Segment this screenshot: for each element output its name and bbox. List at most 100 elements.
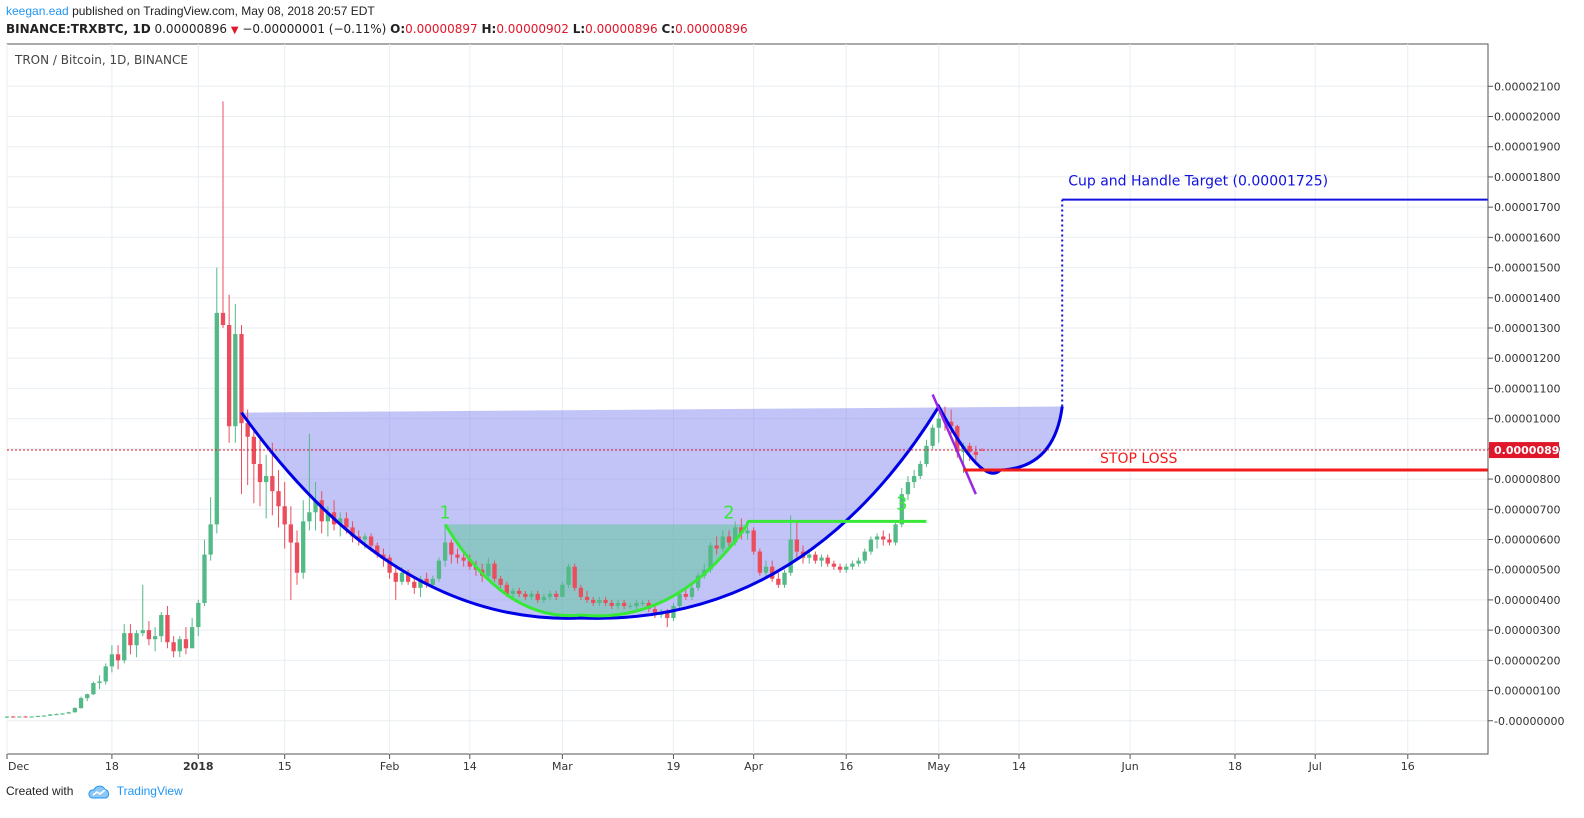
- candle-body: [745, 530, 750, 534]
- down-triangle-icon: ▼: [230, 25, 239, 36]
- high-value: 0.00000902: [496, 22, 569, 36]
- candle-body: [387, 557, 392, 573]
- candle-body: [677, 593, 682, 606]
- pattern-overlays: 1 2 3 STOP LOSS Cup and Handle Target (0.000…: [7, 174, 1488, 620]
- candle-body: [850, 563, 855, 567]
- candle-body: [930, 427, 935, 446]
- candle-body: [936, 418, 941, 428]
- candle-body: [350, 527, 355, 537]
- candle-body: [807, 554, 812, 558]
- y-tick-label: 0.00000300: [1494, 624, 1560, 637]
- candle-body: [220, 312, 226, 325]
- candle-body: [837, 566, 843, 570]
- candle-body: [196, 602, 201, 628]
- target-label: Cup and Handle Target (0.00001725): [1068, 174, 1328, 190]
- candle-body: [54, 714, 59, 716]
- x-tick-label: Apr: [744, 760, 764, 773]
- x-tick-label: Jul: [1308, 760, 1322, 773]
- candle-body: [319, 500, 324, 522]
- candle-body: [757, 551, 763, 573]
- current-price-label: 0.00000896: [1494, 444, 1567, 457]
- y-tick-label: 0.00000500: [1494, 564, 1560, 577]
- candle-body: [652, 608, 658, 616]
- candle-body: [825, 557, 830, 564]
- footer: Created with TradingView: [6, 784, 183, 799]
- y-tick-label: 0.00001700: [1494, 201, 1560, 214]
- tradingview-cloud-icon: [88, 785, 109, 799]
- candle-body: [368, 536, 374, 546]
- high-label: H:: [481, 22, 497, 36]
- candle-body: [498, 578, 503, 585]
- candle-body: [399, 572, 405, 582]
- candle-body: [381, 554, 386, 558]
- candle-body: [48, 714, 53, 716]
- candle-body: [362, 536, 368, 540]
- candle-body: [325, 512, 331, 522]
- candle-body: [874, 536, 880, 540]
- y-tick-label: 0.00001300: [1494, 322, 1560, 335]
- y-tick-label: 0.00000600: [1494, 533, 1560, 546]
- candle-body: [609, 602, 614, 606]
- candle-body: [140, 630, 145, 634]
- candle-body: [294, 542, 300, 573]
- candle-body: [152, 636, 158, 640]
- chart-title: TRON / Bitcoin, 1D, BINANCE: [14, 53, 188, 67]
- y-tick-label: 0.00000400: [1494, 594, 1560, 607]
- candle-body: [11, 716, 16, 718]
- candle-body: [640, 602, 645, 604]
- candle-body: [23, 716, 28, 718]
- candle-body: [523, 593, 528, 597]
- x-tick-label: Mar: [552, 760, 573, 773]
- candle-body: [856, 560, 861, 564]
- y-tick-label: 0.00000800: [1494, 473, 1560, 486]
- author-link[interactable]: keegan.ead: [6, 4, 69, 18]
- candle-body: [418, 578, 423, 588]
- candle-body: [177, 639, 182, 652]
- candle-body: [881, 536, 886, 540]
- y-tick-label: 0.00000100: [1494, 685, 1560, 698]
- candle-body: [868, 539, 874, 552]
- candle-body: [276, 491, 281, 507]
- candle-body: [264, 476, 269, 483]
- candle-body: [103, 666, 108, 682]
- publish-header: keegan.ead published on TradingView.com,…: [6, 4, 375, 18]
- candle-body: [467, 560, 472, 567]
- candle-body: [535, 593, 540, 600]
- candle-body: [683, 593, 688, 597]
- candle-body: [893, 524, 898, 543]
- candle-body: [412, 581, 417, 588]
- candle-body: [486, 563, 491, 576]
- close-value: 0.00000896: [675, 22, 748, 36]
- candle-body: [924, 445, 929, 464]
- candle-body: [695, 575, 701, 588]
- y-tick-label: -0.00000000: [1494, 715, 1564, 728]
- candle-body: [257, 463, 263, 483]
- candle-body: [66, 712, 71, 714]
- candle-body: [899, 494, 904, 525]
- x-tick-label: 15: [278, 760, 292, 773]
- low-value: 0.00000896: [585, 22, 658, 36]
- x-tick-label: Feb: [380, 760, 399, 773]
- candle-body: [233, 334, 238, 427]
- y-tick-label: 0.00001600: [1494, 231, 1560, 244]
- y-tick-label: 0.00002100: [1494, 80, 1560, 93]
- candle-body: [732, 527, 738, 543]
- tradingview-link[interactable]: TradingView: [116, 784, 183, 798]
- x-tick-label: 16: [839, 760, 853, 773]
- candle-body: [541, 596, 547, 600]
- candle-body: [17, 716, 22, 718]
- candle-body: [492, 563, 497, 579]
- change-value: −0.00000001 (−0.11%): [242, 22, 387, 36]
- candle-body: [245, 423, 250, 437]
- open-value: 0.00000897: [405, 22, 478, 36]
- candle-body: [214, 312, 219, 525]
- x-tick-label: 18: [1228, 760, 1242, 773]
- candle-body: [122, 633, 127, 661]
- candle-body: [430, 578, 435, 585]
- candle-body: [338, 518, 343, 525]
- candle-body: [905, 482, 911, 495]
- candle-body: [813, 554, 818, 561]
- y-tick-label: 0.00001200: [1494, 352, 1560, 365]
- candle-body: [313, 500, 318, 513]
